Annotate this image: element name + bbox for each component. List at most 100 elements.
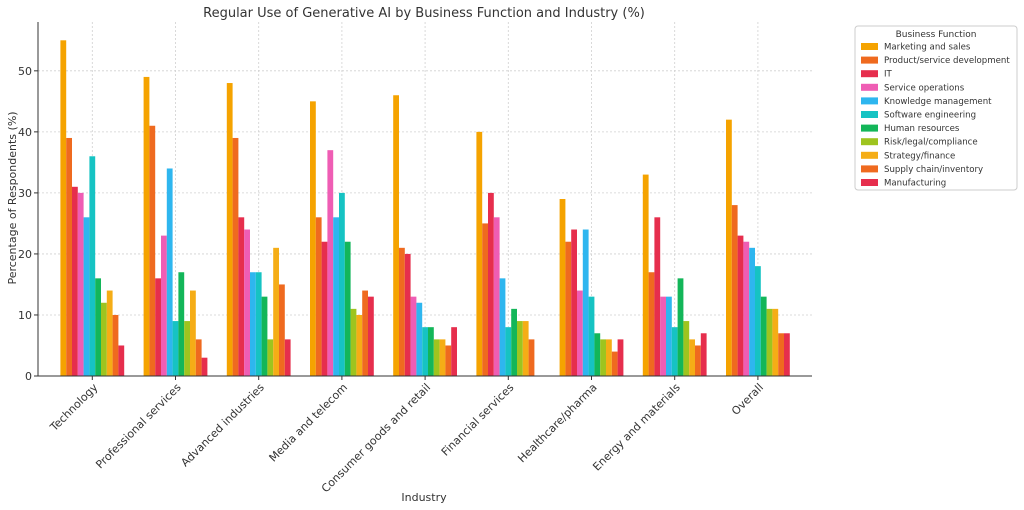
bar [499, 278, 506, 376]
bar [654, 217, 661, 376]
bar [315, 217, 322, 376]
bar [416, 302, 423, 376]
bar [772, 308, 779, 376]
bar [766, 308, 773, 376]
legend-swatch [861, 97, 878, 105]
bar [166, 168, 173, 376]
x-tick-label: Professional services [93, 381, 184, 472]
bar [642, 174, 649, 376]
bar [700, 333, 707, 376]
legend-label: Strategy/finance [884, 151, 955, 161]
bar [155, 278, 161, 376]
legend-label: Service operations [884, 83, 965, 93]
bar [606, 339, 612, 376]
legend-swatch [861, 151, 878, 159]
bar [161, 235, 167, 376]
x-tick-label: Financial services [439, 381, 517, 459]
bar [195, 339, 202, 376]
x-tick-label: Healthcare/pharma [515, 381, 599, 465]
bar [648, 272, 655, 376]
bar [428, 327, 434, 376]
bar [149, 125, 156, 376]
y-ticks: 0 10 20 30 40 50 [18, 65, 38, 383]
bar [77, 192, 84, 376]
bar [238, 217, 245, 376]
legend-label: Risk/legal/compliance [884, 138, 978, 148]
bar [522, 321, 529, 376]
bar [393, 95, 399, 376]
legend-label: Manufacturing [884, 179, 946, 189]
bar [362, 290, 368, 376]
bar [250, 272, 256, 376]
bar [689, 339, 695, 376]
bar [89, 156, 96, 376]
bar [565, 241, 572, 376]
x-tick-label: Energy and materials [590, 381, 683, 474]
bar [356, 314, 363, 376]
bar [310, 101, 316, 377]
legend-swatch [861, 111, 878, 118]
bar [190, 290, 196, 376]
bar [66, 137, 72, 376]
bar [666, 296, 672, 376]
bar [445, 345, 452, 376]
bar [232, 137, 239, 376]
bar [505, 327, 512, 376]
bar [327, 150, 334, 376]
bar [695, 345, 701, 376]
y-tick-label: 20 [18, 248, 32, 261]
x-tick-label: Advanced industries [178, 381, 267, 470]
bar [433, 339, 440, 376]
legend-label: Supply chain/inventory [884, 165, 983, 175]
bar [778, 333, 784, 376]
bar [226, 83, 233, 376]
bar [201, 357, 208, 376]
legend-label: Human resources [884, 124, 960, 134]
bar [488, 192, 494, 376]
bar [118, 345, 125, 376]
bar [439, 339, 446, 376]
bar [350, 308, 357, 376]
bar [106, 290, 113, 376]
x-axis-label: Industry [401, 491, 447, 504]
y-tick-label: 50 [18, 65, 32, 78]
bar [321, 241, 328, 376]
bar [261, 296, 268, 376]
bar [267, 339, 274, 376]
bar [511, 308, 517, 376]
bar [743, 241, 750, 376]
bar [660, 296, 666, 376]
bar [600, 339, 606, 376]
y-tick-label: 0 [25, 370, 32, 383]
y-tick-label: 30 [18, 187, 32, 200]
legend-swatch [861, 179, 878, 186]
y-tick-label: 10 [18, 309, 32, 322]
bar [731, 205, 738, 376]
bar [344, 241, 351, 376]
legend-swatch [861, 165, 878, 173]
bar [399, 247, 405, 376]
bar [577, 290, 583, 376]
bar [677, 278, 684, 376]
bar [582, 229, 589, 376]
bar [284, 339, 291, 376]
bar [517, 321, 523, 376]
legend-swatch [861, 138, 878, 146]
legend-swatch [861, 83, 878, 91]
bar [784, 333, 790, 376]
bar [410, 296, 417, 376]
bar [184, 321, 190, 376]
bar [451, 327, 457, 376]
bar [755, 266, 761, 376]
x-tick-label: Technology [47, 381, 101, 435]
legend-label: Knowledge management [884, 97, 992, 107]
bar [760, 296, 767, 376]
bar [617, 339, 624, 376]
legend-label: Marketing and sales [884, 43, 971, 53]
chart-title: Regular Use of Generative AI by Business… [203, 6, 645, 21]
bar [683, 321, 690, 376]
legend-swatch [861, 70, 878, 78]
legend-title: Business Function [896, 30, 977, 40]
